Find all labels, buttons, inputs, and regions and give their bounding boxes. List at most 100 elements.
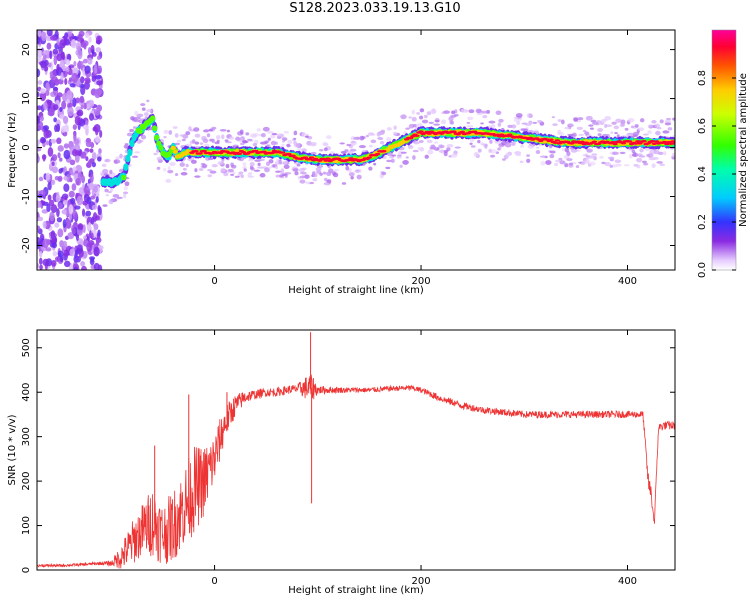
spectral-speckle xyxy=(454,146,462,149)
ridge-mark xyxy=(408,137,414,140)
spectral-speckle xyxy=(659,119,664,124)
spectral-speckle xyxy=(647,130,652,134)
spectral-speckle xyxy=(225,141,232,144)
spectral-speckle xyxy=(514,151,522,156)
spectral-speckle xyxy=(243,168,247,172)
noise-cell xyxy=(72,124,77,130)
spectral-speckle xyxy=(267,137,271,141)
ridge-mark xyxy=(670,140,675,143)
ridge-mark xyxy=(672,142,675,145)
noise-cell xyxy=(37,30,42,38)
spectral-speckle xyxy=(174,133,179,138)
spectral-speckle xyxy=(630,125,635,129)
spectral-speckle xyxy=(281,143,285,146)
spectral-speckle xyxy=(519,160,524,164)
spectral-speckle xyxy=(589,161,596,166)
spectral-speckle xyxy=(575,165,580,169)
spectral-speckle xyxy=(333,168,339,172)
spectral-speckle xyxy=(537,120,542,123)
noise-cell xyxy=(68,204,74,215)
ridge-mark xyxy=(612,142,618,146)
spectral-speckle xyxy=(344,149,349,152)
spectral-speckle xyxy=(602,119,608,122)
spectral-speckle xyxy=(143,112,149,117)
spectral-speckle xyxy=(201,135,207,141)
spectral-speckle xyxy=(549,153,555,159)
spectral-speckle xyxy=(423,114,428,119)
spectral-speckle xyxy=(597,133,602,137)
noise-cell xyxy=(74,205,81,210)
spectral-speckle xyxy=(264,167,270,173)
spectral-speckle xyxy=(234,175,240,178)
noise-cell xyxy=(71,183,77,191)
spectral-speckle xyxy=(172,126,178,129)
spectral-speckle xyxy=(381,171,387,176)
colorbar-tick-label: 0.2 xyxy=(697,214,708,230)
spectral-speckle xyxy=(174,173,179,176)
spectral-speckle xyxy=(402,159,409,165)
spectral-speckle xyxy=(567,133,574,137)
spectral-speckle xyxy=(440,119,447,125)
noise-cell xyxy=(70,197,76,205)
spectral-speckle xyxy=(369,144,373,148)
spectral-speckle xyxy=(568,162,574,166)
noise-cell xyxy=(56,217,63,223)
noise-cell xyxy=(97,229,101,237)
spectral-speckle xyxy=(490,154,495,158)
colorbar-tick-label: 0.4 xyxy=(697,166,708,182)
spectral-speckle xyxy=(297,147,302,151)
spectral-speckle xyxy=(453,150,458,155)
spectral-speckle xyxy=(651,119,657,124)
spectral-speckle xyxy=(293,141,297,145)
spectral-speckle xyxy=(385,166,391,170)
snr-ytick-label: 500 xyxy=(21,338,32,357)
spectral-speckle xyxy=(239,129,244,135)
noise-cell xyxy=(88,36,92,44)
ridge-mark xyxy=(123,163,129,171)
snr-ytick-label: 200 xyxy=(21,472,32,491)
spectral-speckle xyxy=(284,173,288,178)
noise-cell xyxy=(37,105,42,111)
spectral-speckle xyxy=(564,126,570,130)
spectral-speckle xyxy=(217,161,225,165)
spectral-speckle xyxy=(648,124,652,128)
spectral-speckle xyxy=(513,116,518,120)
ridge-mark xyxy=(653,140,660,143)
ridge-mark xyxy=(668,142,674,145)
spectral-speckle xyxy=(306,140,312,146)
spectral-speckle xyxy=(504,142,512,148)
spectral-speckle xyxy=(515,113,523,118)
snr-ytick-label: 100 xyxy=(21,516,32,535)
noise-cell xyxy=(85,156,89,162)
noise-cell xyxy=(52,48,59,55)
spectral-speckle xyxy=(276,133,284,137)
spectral-speckle xyxy=(664,122,672,126)
spectral-speckle xyxy=(252,143,258,147)
noise-cell xyxy=(47,110,55,117)
noise-cell xyxy=(47,194,52,201)
spectral-speckle xyxy=(156,156,163,161)
spectral-speckle xyxy=(625,133,632,137)
noise-cell xyxy=(53,117,58,123)
spectral-speckle xyxy=(293,130,298,136)
spectral-speckle xyxy=(115,156,121,160)
noise-cell xyxy=(62,219,67,228)
spectral-speckle xyxy=(319,149,324,152)
spectral-speckle xyxy=(649,149,656,155)
noise-cell xyxy=(37,115,41,125)
spectral-speckle xyxy=(614,131,618,135)
noise-cell xyxy=(56,53,63,62)
spectral-speckle xyxy=(446,143,454,148)
snr-ytick-label: 300 xyxy=(21,427,32,446)
spectral-speckle xyxy=(211,138,215,144)
spectral-speckle xyxy=(283,164,290,170)
ridge-mark xyxy=(137,128,143,135)
noise-cell xyxy=(56,123,61,133)
spectral-speckle xyxy=(419,108,425,113)
ridge-mark xyxy=(156,140,162,147)
spectral-speckle xyxy=(510,141,517,146)
noise-cell xyxy=(75,42,82,51)
spectral-speckle xyxy=(386,137,392,142)
spectral-speckle xyxy=(439,144,445,149)
spectral-speckle xyxy=(239,142,245,145)
